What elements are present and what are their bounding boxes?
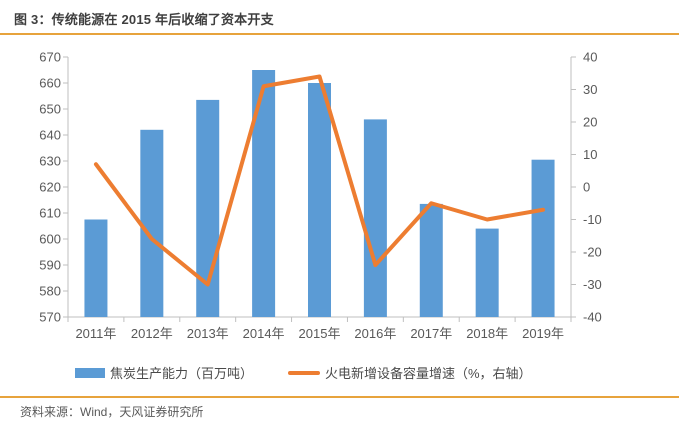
legend-label-bar-series: 焦炭生产能力（百万吨） xyxy=(110,366,254,381)
x-axis-category-label: 2018年 xyxy=(466,326,508,341)
bar-2016年 xyxy=(363,119,387,318)
left-axis-tick-label: 670 xyxy=(39,50,61,65)
right-axis-tick-label: 10 xyxy=(583,147,597,162)
x-axis-category-label: 2014年 xyxy=(243,326,285,341)
right-axis-tick-label: 20 xyxy=(583,115,597,130)
x-axis-category-label: 2012年 xyxy=(131,326,173,341)
footer-divider xyxy=(0,396,679,398)
right-axis-tick-label: -20 xyxy=(583,245,602,260)
bar-2014年 xyxy=(252,70,276,317)
bar-2012年 xyxy=(140,129,164,317)
left-axis-tick-label: 630 xyxy=(39,154,61,169)
x-axis-category-label: 2019年 xyxy=(522,326,564,341)
chart-area: 670 660 650 640 630 620 610 600 590 580 570 40 30 20 1… xyxy=(0,40,679,360)
legend-item-line-series: 火电新增设备容量增速（%，右轴） xyxy=(288,363,532,382)
source-note: 资料来源：Wind，天风证券研究所 xyxy=(20,405,204,419)
x-axis-category-label: 2016年 xyxy=(354,326,396,341)
bar-2018年 xyxy=(475,228,499,317)
left-axis-tick-label: 660 xyxy=(39,76,61,91)
left-axis-tick-label: 620 xyxy=(39,180,61,195)
left-axis-tick-label: 600 xyxy=(39,232,61,247)
legend-label-line-series: 火电新增设备容量增速（%，右轴） xyxy=(325,366,532,381)
right-axis-tick-label: 30 xyxy=(583,82,597,97)
bar-2011年 xyxy=(84,219,108,317)
right-axis-tick-label: -40 xyxy=(583,310,602,325)
legend-item-bar-series: 焦炭生产能力（百万吨） xyxy=(75,363,253,382)
bar-2017年 xyxy=(419,203,443,317)
bar-2015年 xyxy=(308,83,331,317)
right-axis-tick-label: 0 xyxy=(583,180,590,195)
right-axis-tick-label: -30 xyxy=(583,277,602,292)
right-axis-tick-label: 40 xyxy=(583,50,597,65)
left-axis-tick-label: 570 xyxy=(39,310,61,325)
line-series-swatch-icon xyxy=(288,370,320,375)
left-axis-tick-label: 580 xyxy=(39,284,61,299)
title-divider xyxy=(0,33,679,35)
x-axis-category-label: 2017年 xyxy=(410,326,452,341)
x-axis-category-label: 2011年 xyxy=(75,326,116,341)
bar-2019年 xyxy=(531,159,555,317)
left-axis-tick-label: 650 xyxy=(39,102,61,117)
legend: 焦炭生产能力（百万吨） 火电新增设备容量增速（%，右轴） xyxy=(0,363,679,385)
growth-rate-line xyxy=(93,74,546,287)
right-axis-tick-label: -10 xyxy=(583,212,602,227)
x-axis-category-label: 2015年 xyxy=(299,326,341,341)
figure-title: 图 3：传统能源在 2015 年后收缩了资本开支 xyxy=(14,12,274,27)
chart-svg: 6706606506406306206106005905805704030201… xyxy=(39,50,602,342)
bar-series-swatch-icon xyxy=(75,367,105,378)
x-axis-category-label: 2013年 xyxy=(187,326,229,341)
left-axis-tick-label: 610 xyxy=(39,206,61,221)
left-axis-tick-label: 640 xyxy=(39,128,61,143)
left-axis-tick-label: 590 xyxy=(39,258,61,273)
